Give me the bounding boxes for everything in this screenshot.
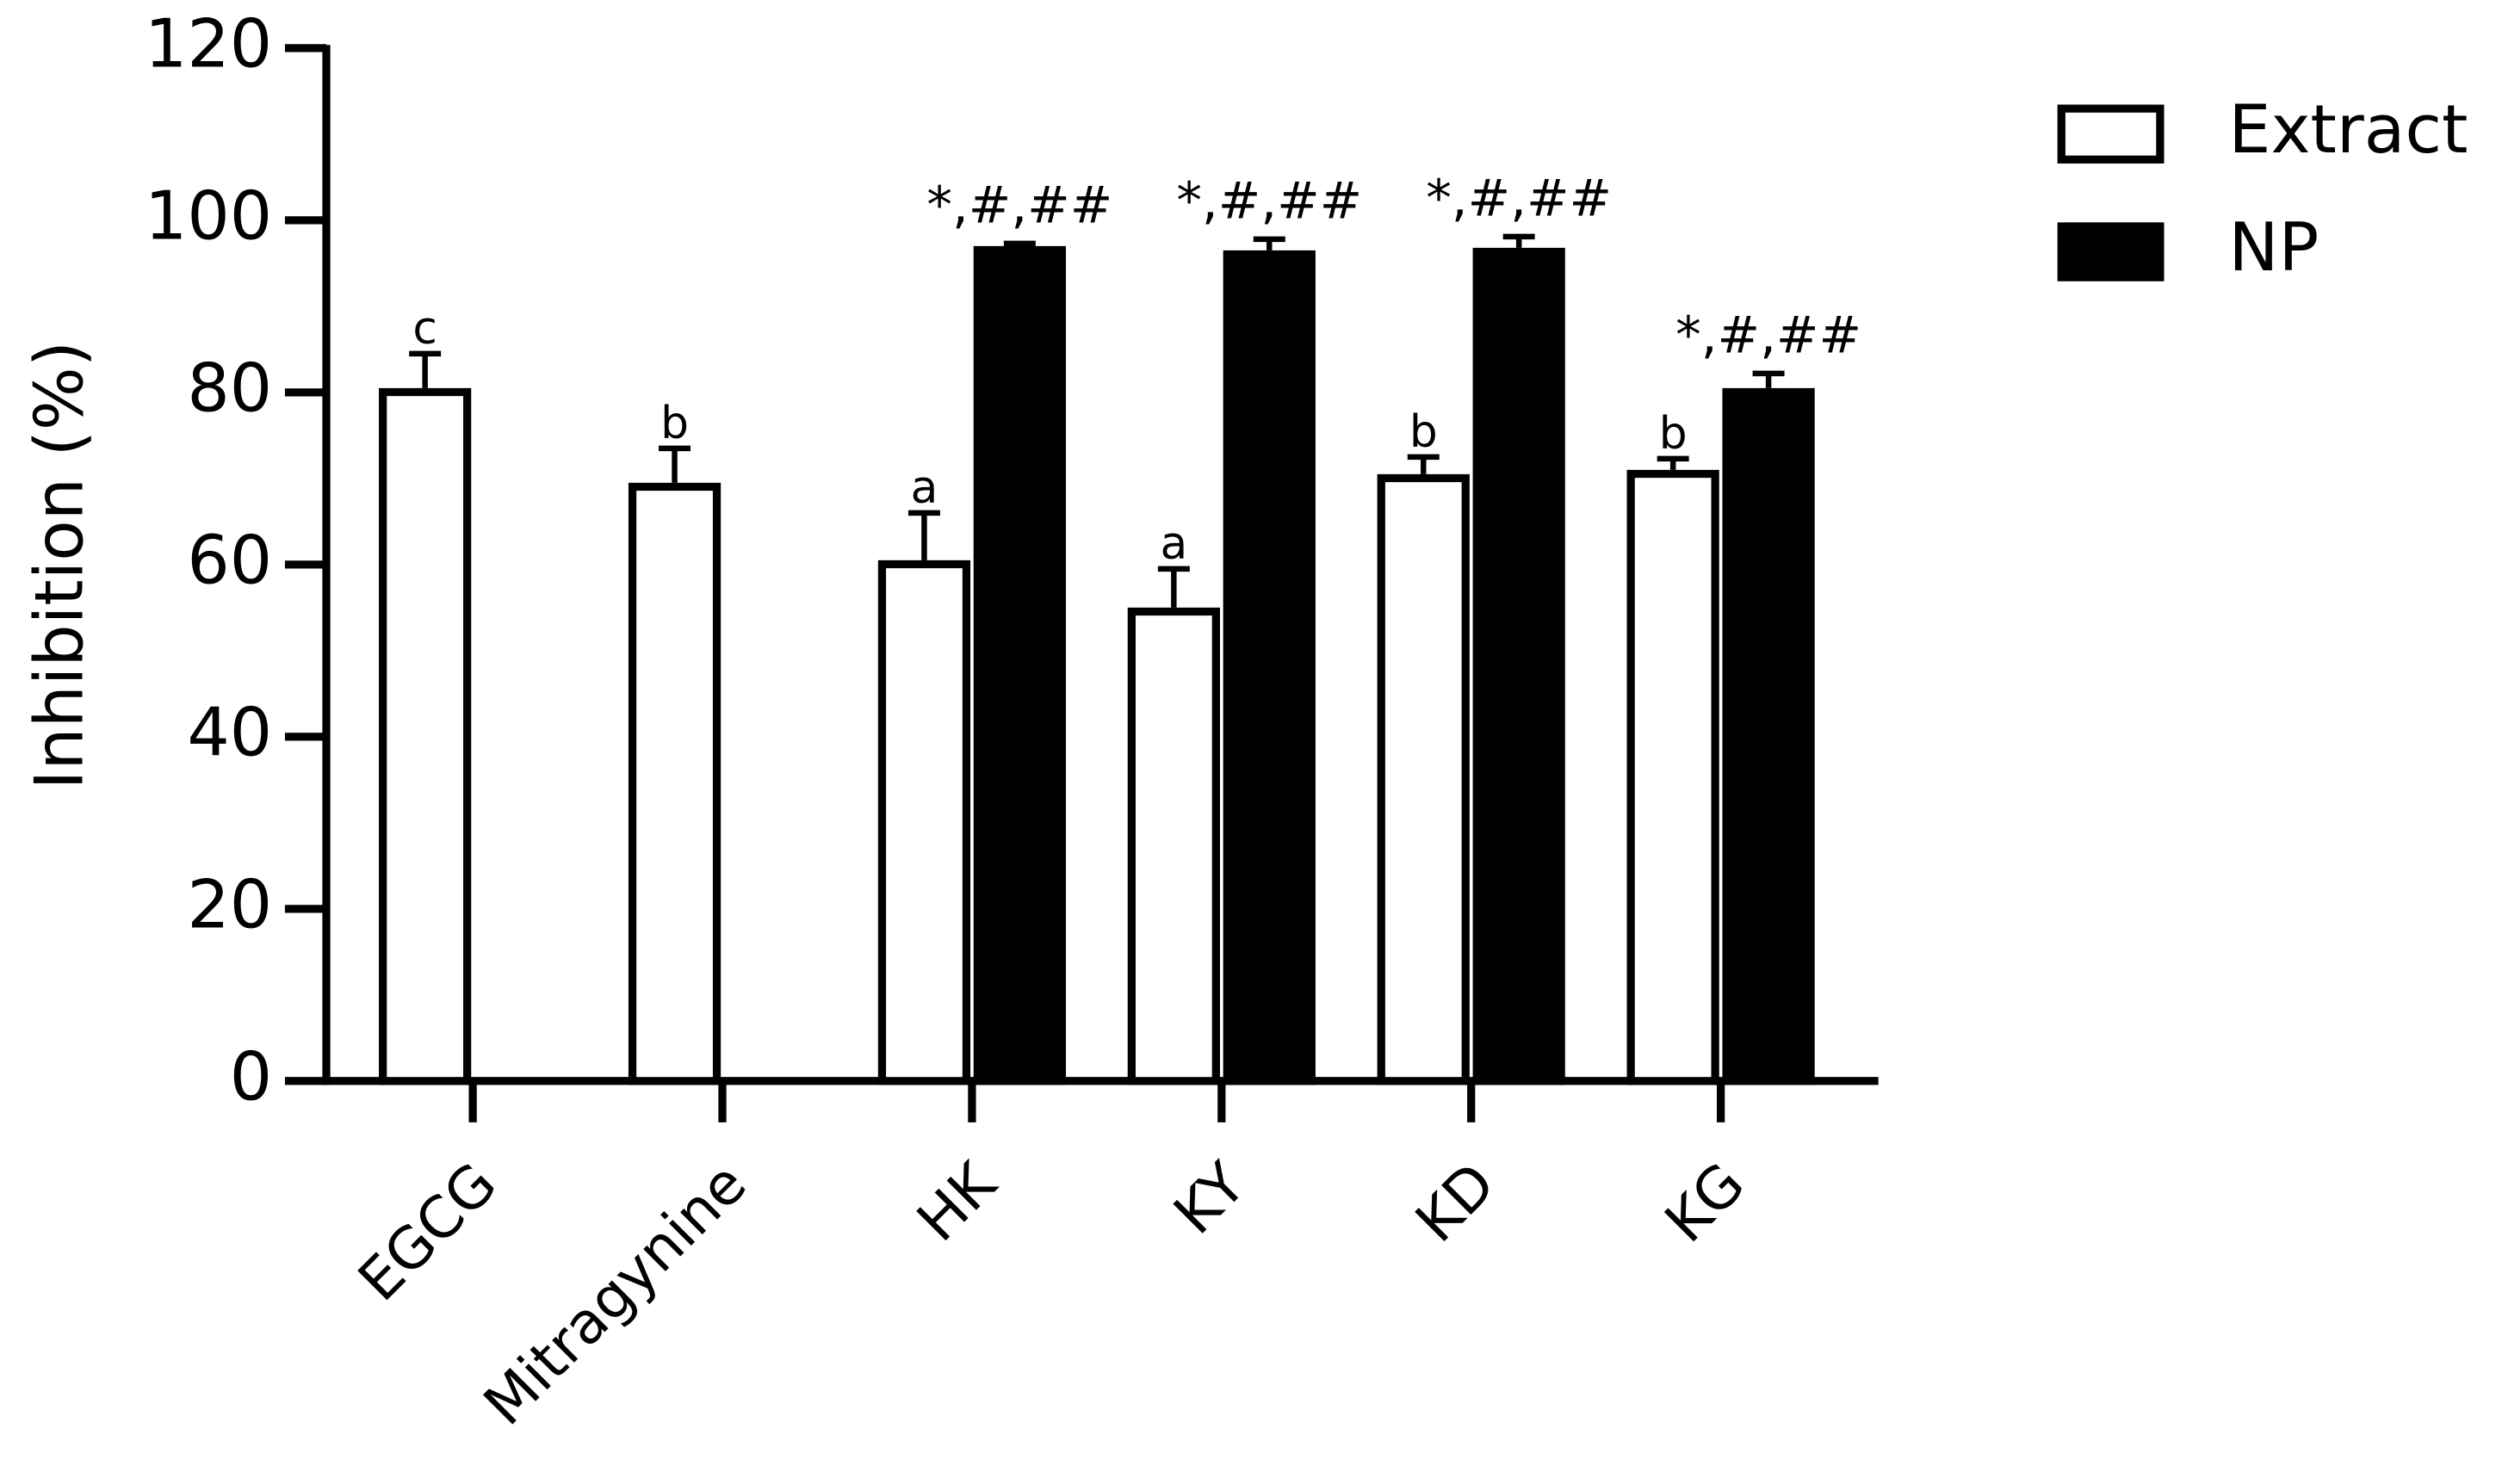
y-tick-label: 40 [187,694,272,771]
bar [628,482,722,1085]
bar [973,245,1066,1085]
x-tick-label: Mitragynine [471,1150,759,1438]
bar-annotation: b [1659,408,1688,460]
legend-label: Extract [2228,91,2468,169]
bar-annotation: a [1160,518,1187,570]
y-tick-label: 60 [187,522,272,599]
bar [1626,469,1719,1085]
y-tick-label: 0 [230,1038,272,1116]
legend-label: NP [2228,209,2319,287]
bar-annotation: b [1409,406,1438,458]
bar [379,387,472,1085]
bar-annotation: b [660,398,689,449]
x-tick-label: HK [904,1148,1010,1254]
legend-swatch [2057,222,2165,281]
y-tick-label: 100 [145,177,272,255]
legend-swatch [2057,104,2165,164]
bar [1377,473,1470,1085]
bar-annotation: *,#,## [1426,168,1612,227]
x-tick-label: KY [1161,1149,1258,1246]
x-tick-label: KD [1403,1150,1508,1255]
y-tick-label: 80 [187,349,272,427]
x-tick-label: KG [1652,1150,1757,1255]
bar [1127,607,1220,1085]
bar [1223,250,1316,1085]
bar [1722,387,1815,1085]
bar-annotation: c [412,303,437,355]
bar [1472,247,1565,1085]
bar-annotation: a [911,462,938,514]
y-tick-label: 120 [145,5,272,83]
y-tick-label: 20 [187,866,272,943]
y-axis-title: Inhibition (%) [21,341,98,790]
bar-annotation: *,#,## [1176,170,1362,230]
bar [877,560,971,1085]
x-tick-label: EGCG [345,1150,510,1314]
bar-annotation: *,#,## [1675,305,1861,364]
bar-annotation: *,#,## [926,175,1112,234]
